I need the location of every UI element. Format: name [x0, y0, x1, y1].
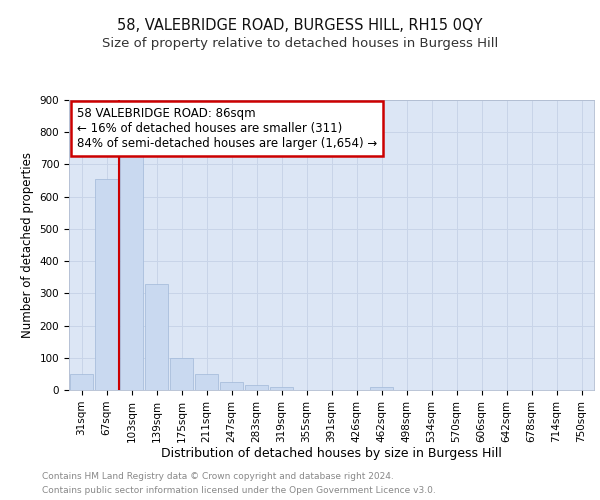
Bar — [270, 387, 293, 390]
Text: 58, VALEBRIDGE ROAD, BURGESS HILL, RH15 0QY: 58, VALEBRIDGE ROAD, BURGESS HILL, RH15 … — [117, 18, 483, 32]
X-axis label: Distribution of detached houses by size in Burgess Hill: Distribution of detached houses by size … — [161, 448, 502, 460]
Bar — [170, 358, 193, 390]
Bar — [220, 382, 243, 390]
Bar — [145, 284, 168, 390]
Bar — [95, 179, 118, 390]
Bar — [70, 374, 93, 390]
Bar — [245, 385, 268, 390]
Bar — [370, 388, 393, 390]
Text: Size of property relative to detached houses in Burgess Hill: Size of property relative to detached ho… — [102, 38, 498, 51]
Bar — [120, 152, 143, 390]
Text: Contains public sector information licensed under the Open Government Licence v3: Contains public sector information licen… — [42, 486, 436, 495]
Text: Contains HM Land Registry data © Crown copyright and database right 2024.: Contains HM Land Registry data © Crown c… — [42, 472, 394, 481]
Bar — [195, 374, 218, 390]
Y-axis label: Number of detached properties: Number of detached properties — [21, 152, 34, 338]
Text: 58 VALEBRIDGE ROAD: 86sqm
← 16% of detached houses are smaller (311)
84% of semi: 58 VALEBRIDGE ROAD: 86sqm ← 16% of detac… — [77, 108, 377, 150]
